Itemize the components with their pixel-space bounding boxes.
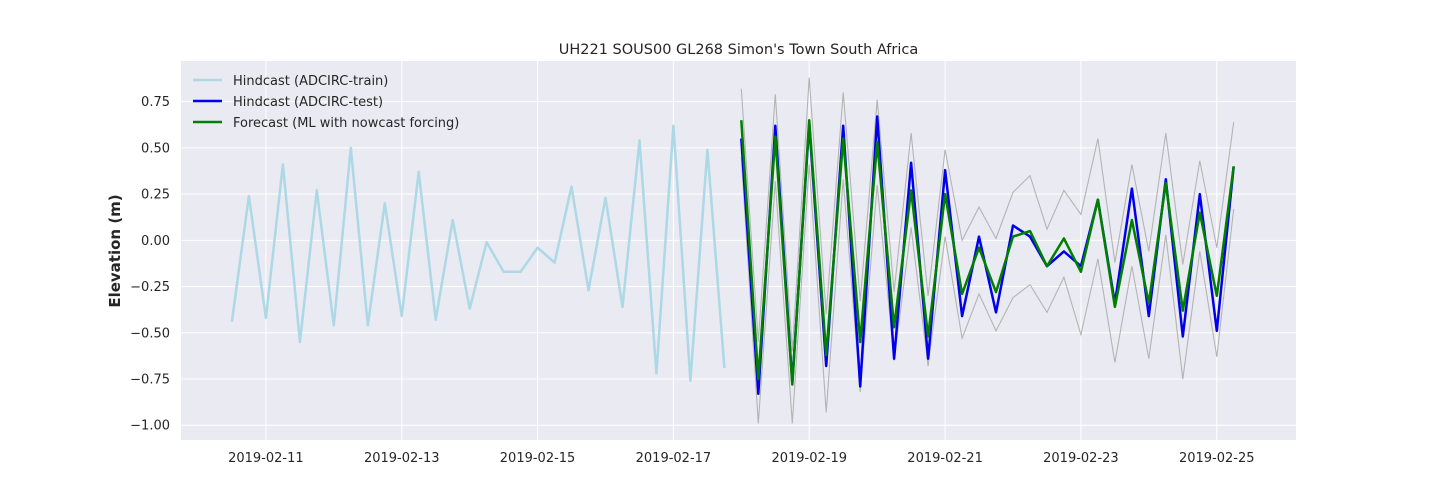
y-tick-label: 0.25 [141,188,170,203]
x-tick-label: 2019-02-21 [907,451,983,466]
y-tick-label: −0.75 [130,372,170,387]
y-tick-labels: −1.00 −0.75 −0.50 −0.25 0.00 0.25 0.50 0.75 [130,95,170,434]
x-tick-label: 2019-02-23 [1043,451,1119,466]
band-layer [740,77,1235,424]
legend: Hindcast (ADCIRC-train) Hindcast (ADCIRC… [193,74,459,131]
legend-label-test: Hindcast (ADCIRC-test) [233,95,383,110]
x-tick-label: 2019-02-19 [771,451,847,466]
chart-title: UH221 SOUS00 GL268 Simon's Town South Af… [559,42,919,58]
band-lower-line [740,157,1235,424]
y-tick-label: −0.25 [130,280,170,295]
y-tick-label: −1.00 [130,419,170,434]
y-tick-label: 0.00 [141,234,170,249]
x-tick-label: 2019-02-17 [636,451,712,466]
y-tick-label: 0.75 [141,95,170,110]
series-layer [230,115,1235,396]
y-tick-label: 0.50 [141,141,170,156]
y-tick-label: −0.50 [130,326,170,341]
x-tick-label: 2019-02-13 [364,451,440,466]
series-line-forecast [740,118,1235,386]
x-tick-label: 2019-02-25 [1179,451,1255,466]
band-upper-line [740,77,1235,352]
x-tick-label: 2019-02-15 [500,451,576,466]
plot-area [181,61,1296,440]
legend-label-forecast: Forecast (ML with nowcast forcing) [233,116,459,131]
x-tick-labels: 2019-02-11 2019-02-13 2019-02-15 2019-02-17… [228,451,1254,466]
x-tick-label: 2019-02-11 [228,451,304,466]
y-axis-label: Elevation (m) [106,194,124,307]
series-line-train [230,124,726,383]
legend-label-train: Hindcast (ADCIRC-train) [233,74,388,89]
